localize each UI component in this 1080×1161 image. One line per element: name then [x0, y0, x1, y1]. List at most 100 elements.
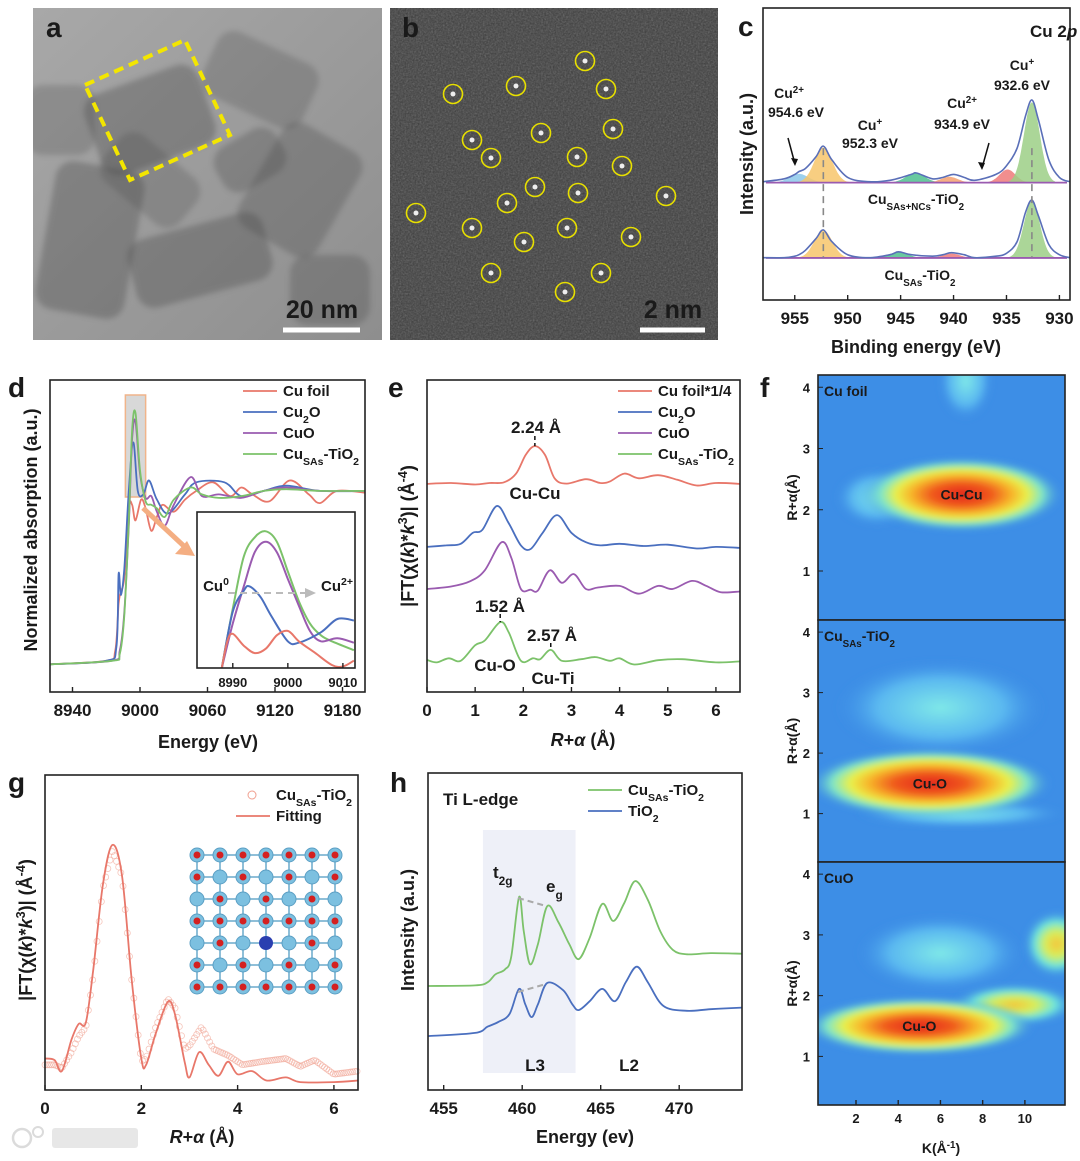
data-point: [243, 1060, 250, 1068]
data-point: [279, 1055, 287, 1063]
data-point: [227, 1054, 235, 1061]
heatmap-peak-label: Cu-Cu: [941, 486, 983, 502]
data-point: [271, 1056, 279, 1064]
data-point: [312, 1057, 320, 1065]
single-atom: [562, 289, 568, 295]
data-point: [269, 1056, 276, 1064]
data-point: [342, 1069, 350, 1077]
data-point: [234, 1058, 242, 1066]
o-atom: [308, 917, 316, 925]
nanoparticle: [127, 212, 273, 308]
o-atom: [308, 939, 316, 947]
series-label-part: 2: [959, 202, 965, 213]
l2-label: L2: [619, 1056, 639, 1075]
data-point: [344, 1068, 352, 1076]
atom-marker-circle: [556, 217, 578, 239]
data-point: [186, 1041, 194, 1049]
ti-atom: [327, 891, 343, 907]
wavelet-heatmap: [818, 862, 1065, 1105]
x-tick-label: 9000: [121, 701, 159, 720]
data-point: [195, 1027, 203, 1035]
data-point: [321, 1063, 328, 1071]
x-tick-label: 6: [937, 1111, 944, 1126]
x-axis-label-part: K(Å: [922, 1140, 947, 1156]
ti-atom: [212, 869, 228, 885]
o-atom: [331, 917, 339, 925]
inset-frame: [196, 511, 356, 669]
peak-annotation: 2.57 Å: [527, 626, 577, 645]
atom-marker-circle: [513, 231, 535, 253]
series-label-part: Cu: [885, 267, 904, 283]
data-point: [197, 1024, 205, 1032]
x-axis-label-part: (Å): [204, 1127, 234, 1147]
data-point: [336, 1070, 344, 1077]
x-tick-label: 4: [233, 1099, 243, 1118]
data-point: [206, 1038, 214, 1046]
panel-letter: d: [8, 372, 25, 403]
x-tick-label: 945: [886, 309, 914, 328]
series-line: [426, 445, 741, 487]
data-point: [236, 1059, 244, 1067]
o-atom: [285, 961, 293, 969]
legend-label-part: Cu: [658, 404, 678, 421]
t2g-label-part: t: [493, 863, 499, 882]
species-label-part: +: [876, 117, 882, 128]
x-tick-label: 460: [508, 1099, 536, 1118]
y-axis-label: Normalized absorption (a.u.): [21, 408, 41, 651]
data-point: [238, 1061, 246, 1069]
data-point: [232, 1056, 240, 1064]
heatmap-sample-label-part: -TiO: [862, 628, 890, 644]
heatmap-hotspot: [860, 457, 1063, 532]
arrow-head-icon: [305, 588, 316, 598]
legend-label-part: 2: [728, 456, 734, 468]
panel-letter: a: [46, 12, 62, 43]
legend-label: CuSAs-TiO2: [658, 446, 734, 468]
o-atom: [262, 917, 270, 925]
x-tick-label: 955: [781, 309, 809, 328]
y-axis-label-part: 3: [396, 517, 410, 524]
plot-frame-e: [426, 379, 741, 693]
x-axis-label-part: α: [574, 730, 586, 750]
y-axis-label-part: )*: [16, 928, 36, 941]
legend-label-part: 2: [303, 414, 309, 426]
series-label-part: SAs: [903, 278, 923, 289]
legend-label-part: 2: [346, 797, 352, 809]
zoom-arrow-head-icon: [175, 541, 195, 556]
x-axis-label-part: ): [955, 1140, 960, 1156]
data-point: [264, 1057, 272, 1065]
x-tick-label: 470: [665, 1099, 693, 1118]
x-axis-label-part: α: [193, 1127, 205, 1147]
data-point: [178, 1032, 185, 1040]
arrow-head-icon: [978, 162, 985, 170]
ti-atom: [281, 891, 297, 907]
legend-label-part: Cu foil: [283, 383, 330, 400]
heatmap-peak-label: Cu-O: [913, 775, 947, 791]
y-axis-label-part: )| (Å: [16, 876, 36, 911]
ti-atom: [235, 891, 251, 907]
scale-bar-label: 20 nm: [286, 296, 358, 324]
legend-label-part: SAs: [648, 792, 669, 804]
x-tick-label: 930: [1045, 309, 1073, 328]
x-tick-label: 2: [852, 1111, 859, 1126]
data-point: [48, 1061, 55, 1069]
legend-label: CuSAs-TiO2: [283, 446, 359, 468]
single-atom: [603, 86, 609, 92]
energy-label: 932.6 eV: [994, 77, 1051, 93]
data-point: [201, 1030, 209, 1038]
single-atom: [575, 190, 581, 196]
inset-background: [197, 512, 355, 668]
series-label: CuSAs+NCs-TiO2: [868, 191, 965, 213]
legend-label-part: Cu foil*1/4: [658, 383, 732, 400]
x-tick-label: 9000: [273, 675, 302, 690]
o-atom: [193, 917, 201, 925]
legend-label: Cu foil*1/4: [658, 383, 732, 400]
atom-marker-circle: [496, 192, 518, 214]
chart-title: Cu 2p: [1030, 22, 1077, 41]
x-tick-label: 950: [834, 309, 862, 328]
o-atom: [285, 851, 293, 859]
legend-label-part: -TiO: [698, 446, 728, 463]
single-atom: [582, 58, 588, 64]
legend-label-part: O: [309, 404, 321, 421]
cu-atom: [259, 936, 273, 950]
x-axis-label-part: R: [170, 1127, 183, 1147]
